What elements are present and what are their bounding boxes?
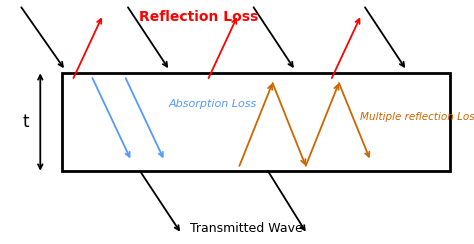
Text: Multiple reflection Loss: Multiple reflection Loss xyxy=(360,112,474,122)
Text: Reflection Loss: Reflection Loss xyxy=(139,10,259,24)
Text: t: t xyxy=(23,113,29,131)
Bar xyxy=(62,73,450,171)
Text: Absorption Loss: Absorption Loss xyxy=(168,99,256,109)
Text: Transmitted Wave: Transmitted Wave xyxy=(190,222,303,235)
